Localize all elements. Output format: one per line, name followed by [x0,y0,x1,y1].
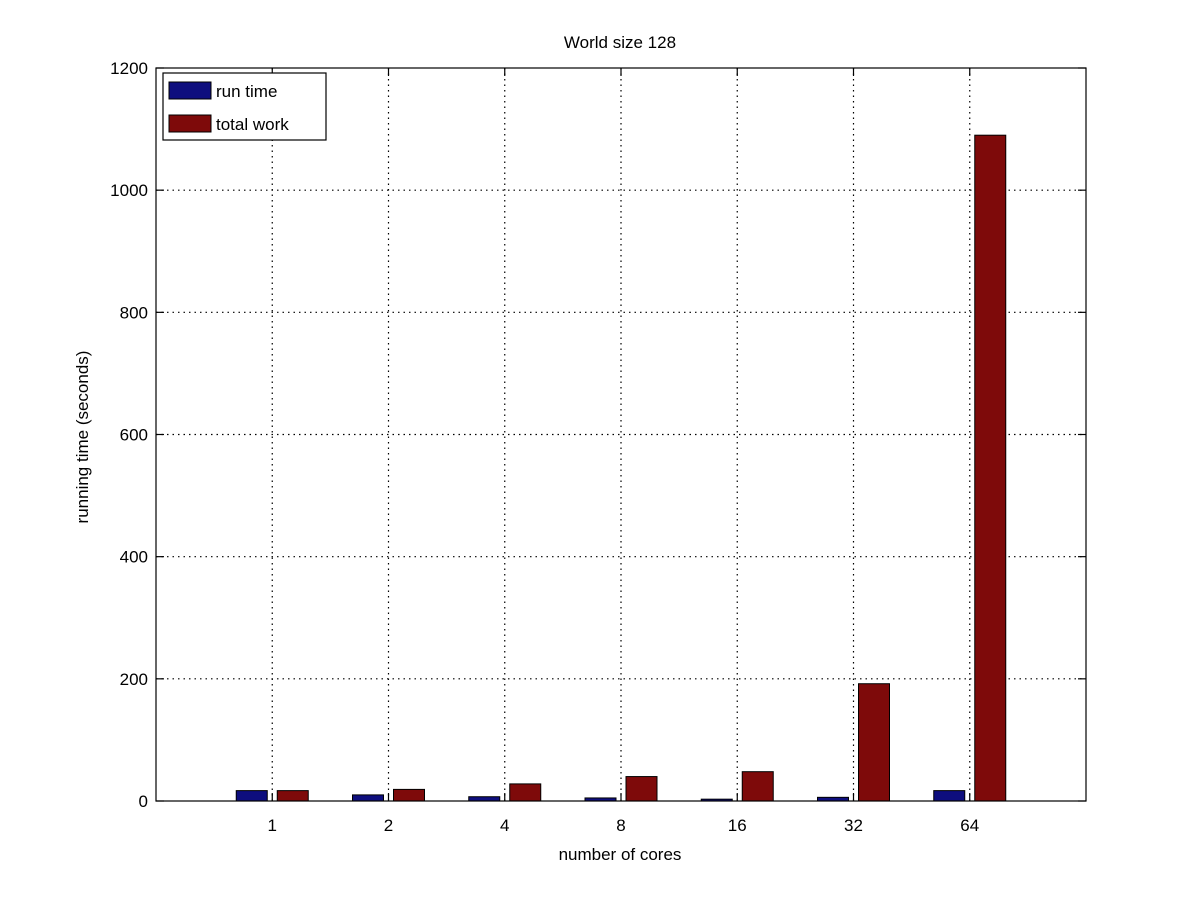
x-axis-label: number of cores [559,845,682,864]
plot-frame [155,67,1087,802]
legend-swatch-total-work [168,114,212,133]
bar-total-work-16 [741,771,774,802]
bars [235,134,1007,802]
legend-swatch-run-time [168,81,212,100]
x-tick-label: 64 [960,816,979,835]
legend-label-total-work: total work [216,115,289,134]
x-tick-label: 2 [384,816,393,835]
chart-title: World size 128 [564,33,676,52]
bar-total-work-4 [509,783,542,802]
bar-total-work-64 [974,134,1007,802]
x-tick-label: 8 [616,816,625,835]
y-tick-label: 0 [139,792,148,811]
bar-total-work-2 [393,788,425,802]
x-tick-label: 16 [728,816,747,835]
bar-run-time-1 [235,790,268,802]
x-tick-labels: 1 2 4 8 16 32 64 [268,816,980,835]
y-tick-label: 600 [120,426,148,445]
bar-total-work-8 [625,776,658,802]
x-tick-label: 1 [268,816,277,835]
bar-run-time-2 [352,794,384,802]
x-tick-label: 4 [500,816,509,835]
y-tick-label: 1200 [110,59,148,78]
y-tick-labels: 0 200 400 600 800 1000 1200 [110,59,148,811]
axis-ticks [156,67,1086,802]
bar-run-time-64 [933,790,966,802]
y-tick-label: 1000 [110,181,148,200]
bar-run-time-4 [468,796,501,802]
bar-total-work-32 [858,683,890,802]
grid-lines [156,68,1086,801]
x-tick-label: 32 [844,816,863,835]
y-tick-label: 800 [120,303,148,322]
y-tick-label: 200 [120,670,148,689]
legend: run time total work [162,72,327,141]
legend-label-run-time: run time [216,82,277,101]
y-axis-label: running time (seconds) [73,351,92,524]
bar-total-work-1 [276,790,309,802]
y-tick-label: 400 [120,548,148,567]
